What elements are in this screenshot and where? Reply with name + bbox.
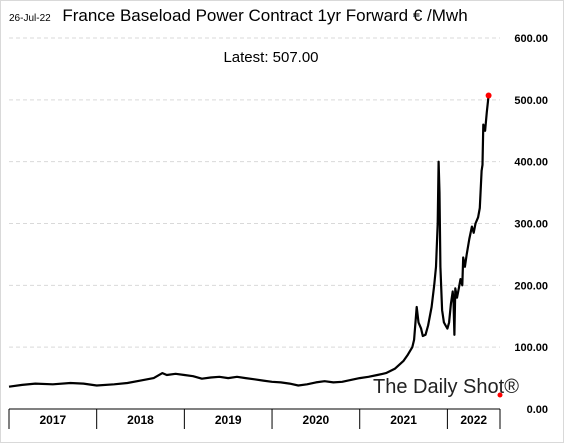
markers [485, 92, 503, 398]
y-tick-label: 600.00 [514, 33, 548, 45]
x-tick-label: 2017 [39, 413, 66, 427]
latest-value-annotation: Latest: 507.00 [223, 49, 318, 66]
y-tick-label: 200.00 [514, 280, 548, 292]
x-tick-label: 2019 [215, 413, 242, 427]
series-line [8, 95, 490, 388]
y-tick-label: 500.00 [514, 95, 548, 107]
x-tick-label: 2020 [303, 413, 330, 427]
zero-marker [497, 392, 503, 398]
chart-title: France Baseload Power Contract 1yr Forwa… [62, 6, 467, 25]
x-tick-label: 2022 [460, 413, 487, 427]
x-tick-label: 2018 [127, 413, 154, 427]
y-tick-label: 300.00 [514, 219, 548, 231]
latest-point-marker [485, 92, 492, 99]
watermark-logo: The Daily Shot® [373, 376, 519, 398]
series-layer [8, 95, 490, 388]
gridlines [9, 37, 500, 348]
y-tick-label: 400.00 [514, 157, 548, 169]
y-tick-label: 0.00 [527, 404, 548, 416]
date-stamp: 26-Jul-22 [9, 13, 51, 24]
axes: 0.00 100.00 200.00 300.00 400.00 500.00 600.00… [8, 33, 548, 429]
y-tick-label: 100.00 [514, 342, 548, 354]
x-tick-label: 2021 [390, 413, 417, 427]
